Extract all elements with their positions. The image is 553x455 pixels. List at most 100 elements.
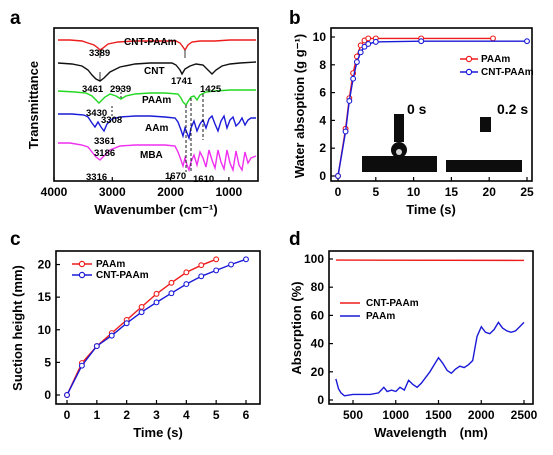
ftir-annotation-3308: 3308 [101, 115, 122, 126]
absorption-y-tick-label: 40 [311, 337, 325, 351]
water-point-cnt-paam [373, 39, 378, 44]
suction-x-tick-label: 1 [93, 408, 100, 422]
water-y-tick-label: 0 [319, 169, 326, 183]
water-legend-cnt-paam: CNT-PAAm [481, 67, 534, 78]
ftir-annotation-1610: 1610 [193, 174, 214, 185]
suction-legend-cnt-paam: CNT-PAAm [96, 270, 149, 281]
water-x-tick-label: 15 [445, 185, 459, 199]
inset-label-0.2s: 0.2 s [497, 101, 528, 117]
absorption-y-tick-label: 60 [311, 308, 325, 322]
water-x-tick-label: 25 [520, 185, 534, 199]
suction-x-tick-label: 2 [123, 408, 130, 422]
suction-y-tick-label: 15 [38, 290, 52, 304]
ftir-x-tick-label: 2000 [157, 185, 184, 199]
suction-y-tick-label: 20 [38, 258, 52, 272]
suction-legend-paam: PAAm [96, 259, 125, 270]
water-absorption-chart: 0 5 10 15 20 25 0 2 4 6 8 10 Time (s) Water absopti… [292, 28, 534, 217]
ftir-annotation-3389: 3389 [89, 48, 110, 59]
water-point-paam [491, 36, 496, 41]
inset-label-0s: 0 s [407, 101, 427, 117]
suction-series-cnt-paam [67, 259, 246, 395]
suction-y-tick-label: 10 [38, 323, 52, 337]
suction-point-cnt-paam [109, 333, 114, 338]
suction-y-tick-label: 0 [44, 388, 51, 402]
ftir-x-axis-label: Wavenumber (cm⁻¹) [94, 202, 217, 217]
absorption-y-axis-label: Absorption (%) [289, 281, 304, 374]
ftir-label-mba: MBA [140, 150, 163, 161]
absorption-y-tick-label: 100 [304, 252, 324, 266]
suction-x-tick-label: 5 [213, 408, 220, 422]
water-x-tick-label: 0 [335, 185, 342, 199]
absorption-x-tick-label: 1000 [382, 408, 409, 422]
suction-y-tick-label: 5 [44, 355, 51, 369]
suction-legend: PAAm CNT-PAAm [72, 259, 149, 281]
absorption-series-paam [336, 322, 524, 395]
absorption-legend: CNT-PAAm PAAm [340, 298, 419, 322]
suction-x-axis-label: Time (s) [133, 425, 183, 440]
water-point-cnt-paam [355, 60, 360, 65]
suction-x-tick-label: 4 [183, 408, 190, 422]
ftir-label-paam: PAAm [142, 95, 171, 106]
absorption-legend-paam: PAAm [366, 311, 395, 322]
water-y-tick-label: 6 [319, 86, 326, 100]
suction-plot-frame [56, 251, 260, 404]
absorption-x-tick-label: 1500 [425, 408, 452, 422]
ftir-annotation-2939: 2939 [110, 84, 131, 95]
suction-point-cnt-paam [169, 291, 174, 296]
suction-point-paam [169, 280, 174, 285]
ftir-x-tick-label: 3000 [99, 185, 126, 199]
absorbed-inset-photo [446, 117, 522, 172]
suction-point-cnt-paam [94, 344, 99, 349]
ftir-y-axis-label: Transmittance [26, 61, 41, 149]
ftir-annotation-1425: 1425 [200, 84, 222, 95]
water-x-axis-label: Time (s) [406, 202, 456, 217]
suction-point-paam [154, 291, 159, 296]
ftir-label-cnt-paam: CNT-PAAm [124, 37, 177, 48]
water-point-cnt-paam [366, 42, 371, 47]
suction-point-cnt-paam [139, 310, 144, 315]
water-point-cnt-paam [347, 99, 352, 104]
suction-point-cnt-paam [80, 363, 85, 368]
water-y-tick-label: 10 [313, 30, 327, 44]
panel-letter-c: c [10, 229, 21, 250]
water-y-tick-label: 4 [319, 113, 326, 127]
suction-point-cnt-paam [124, 321, 129, 326]
water-point-cnt-paam [358, 50, 363, 55]
ftir-label-cnt: CNT [144, 66, 165, 77]
suction-point-cnt-paam [184, 282, 189, 287]
absorption-legend-cnt-paam: CNT-PAAm [366, 298, 419, 309]
panel-letter-b: b [289, 8, 301, 29]
suction-y-axis-label: Suction height (mm) [10, 265, 25, 391]
suction-point-cnt-paam [199, 274, 204, 279]
ftir-x-tick-label: 1000 [216, 185, 243, 199]
absorption-x-tick-label: 500 [343, 408, 363, 422]
water-legend-paam: PAAm [481, 54, 510, 65]
absorption-y-tick-label: 80 [311, 280, 325, 294]
water-y-tick-label: 2 [319, 141, 326, 155]
ftir-annotation-3461: 3461 [82, 84, 104, 95]
water-x-tick-label: 10 [407, 185, 421, 199]
suction-point-cnt-paam [65, 393, 70, 398]
suction-point-paam [214, 257, 219, 262]
water-point-cnt-paam [525, 39, 530, 44]
absorption-y-tick-label: 20 [311, 365, 325, 379]
water-legend: PAAm CNT-PAAm [460, 54, 534, 78]
water-y-axis-label: Water absoption (g g⁻¹) [292, 34, 307, 178]
water-point-cnt-paam [343, 129, 348, 134]
absorption-x-axis-label: Wavelength (nm) [374, 425, 488, 440]
water-point-paam [366, 36, 371, 41]
ftir-label-aam: AAm [145, 123, 168, 134]
water-x-tick-label: 5 [372, 185, 379, 199]
suction-x-tick-label: 6 [243, 408, 250, 422]
absorption-x-tick-label: 2000 [468, 408, 495, 422]
water-point-cnt-paam [419, 39, 424, 44]
suction-point-paam [139, 305, 144, 310]
water-y-tick-label: 8 [319, 58, 326, 72]
water-x-tick-label: 20 [483, 185, 497, 199]
suction-point-cnt-paam [244, 257, 249, 262]
ftir-annotation-1670: 1670 [165, 171, 186, 182]
